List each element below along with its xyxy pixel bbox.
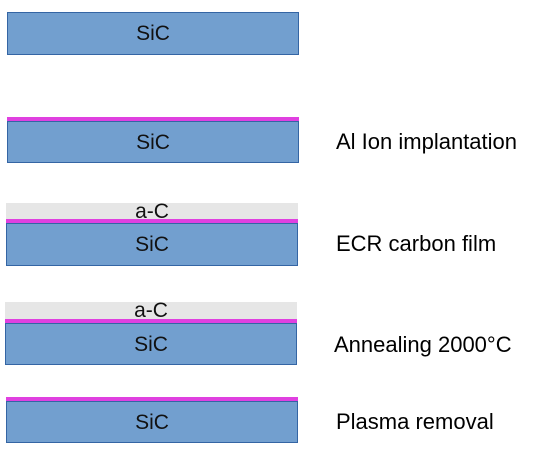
carbon-film-label: a-C bbox=[135, 199, 169, 223]
sic-label: SiC bbox=[136, 130, 170, 154]
implanted-layer bbox=[6, 397, 298, 401]
sic-substrate-annealed: SiC bbox=[5, 323, 297, 365]
sic-substrate-coated: SiC bbox=[6, 223, 298, 266]
step-label-implantation: Al Ion implantation bbox=[336, 129, 517, 154]
implanted-layer bbox=[7, 117, 299, 121]
sic-label: SiC bbox=[134, 332, 168, 356]
step-label-plasma-removal: Plasma removal bbox=[336, 409, 494, 434]
implanted-layer bbox=[6, 219, 298, 223]
implanted-layer bbox=[5, 319, 297, 323]
carbon-film-label: a-C bbox=[134, 299, 168, 322]
sic-substrate-initial: SiC bbox=[7, 12, 299, 55]
step-label-carbon-film: ECR carbon film bbox=[336, 231, 497, 256]
sic-label: SiC bbox=[135, 233, 169, 256]
step-label-annealing: Annealing 2000°C bbox=[334, 332, 512, 357]
carbon-film: a-C bbox=[6, 199, 298, 223]
sic-substrate-implanted: SiC bbox=[7, 121, 299, 163]
sic-substrate-final: SiC bbox=[6, 401, 298, 443]
sic-label: SiC bbox=[135, 410, 169, 434]
carbon-film: a-C bbox=[5, 299, 297, 322]
sic-label: SiC bbox=[136, 22, 170, 45]
